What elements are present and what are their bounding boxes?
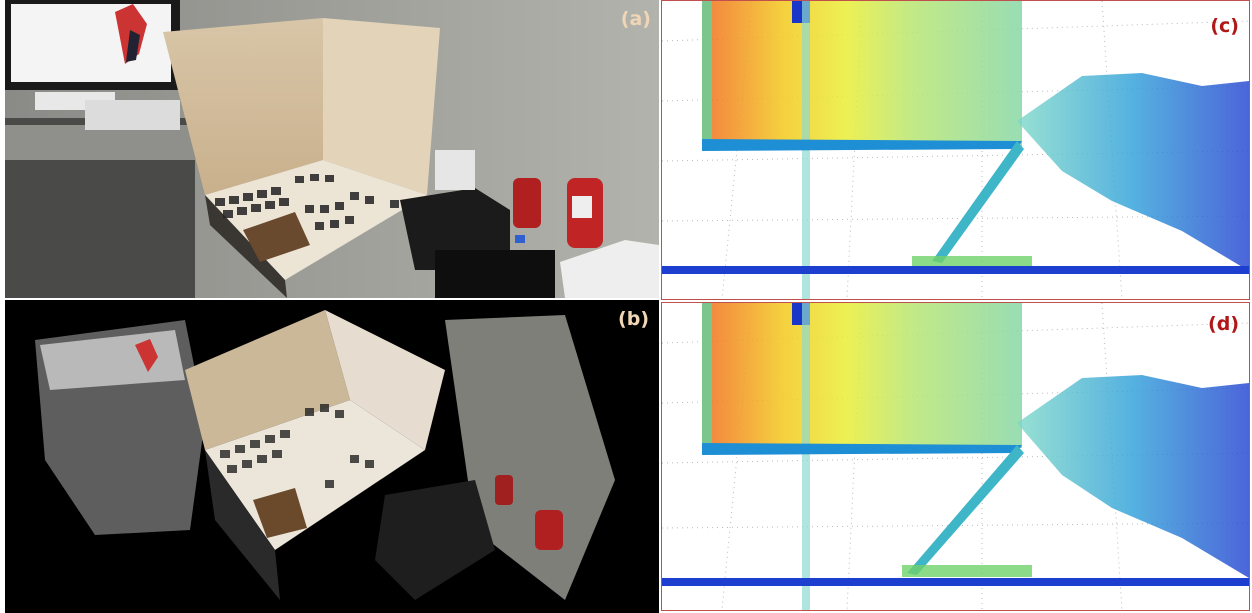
- panel-d-depth-cloud: (d): [661, 302, 1250, 611]
- plywood-left-wall: [163, 18, 323, 195]
- pointcloud-textured-patch: [253, 488, 307, 538]
- panel-a-photo: (a): [5, 0, 659, 298]
- rgb-point-cloud: [5, 300, 659, 613]
- depth-floor-line: [662, 266, 1249, 274]
- pointcloud-plywood-left: [185, 310, 350, 450]
- panel-label-b: (b): [618, 308, 649, 330]
- black-case: [400, 188, 510, 270]
- depth-wall: [702, 1, 1022, 146]
- depth-floor-line: [662, 578, 1249, 586]
- depth-blue-region: [1017, 73, 1249, 271]
- depth-wall: [702, 303, 1022, 448]
- panel-label-d: (d): [1208, 313, 1239, 335]
- panel-label-c: (c): [1210, 15, 1239, 37]
- fire-extinguisher: [513, 178, 541, 228]
- plywood-right-wall: [323, 18, 440, 195]
- panel-b-pointcloud-rgb: (b): [5, 300, 659, 613]
- depth-point-cloud: [662, 1, 1249, 299]
- panel-c-depth-cloud: (c): [661, 0, 1250, 300]
- depth-blue-region: [1017, 375, 1249, 578]
- pointcloud-plywood-right: [325, 310, 445, 450]
- depth-point-cloud: [662, 303, 1249, 610]
- rgb-photo: [5, 0, 659, 298]
- textured-patch: [243, 212, 310, 262]
- panel-label-a: (a): [620, 8, 651, 30]
